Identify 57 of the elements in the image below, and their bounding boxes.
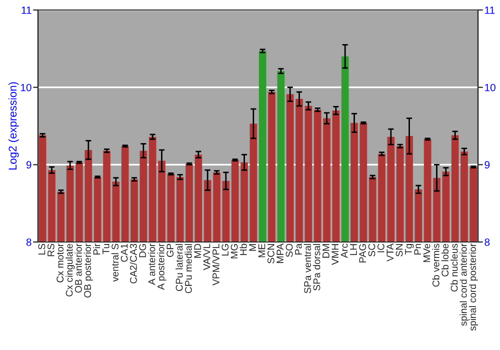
x-tick-label: MD (194, 244, 201, 258)
x-tick-label: Arc (340, 244, 348, 258)
x-tick-label: MG (230, 244, 238, 258)
y2-tick-label: 11 (485, 6, 495, 14)
y-tick-label: 10 (20, 84, 32, 92)
x-tick-label: Pa (295, 243, 302, 254)
x-tick-label: Tg (405, 244, 414, 255)
x-tick-label: Pn (414, 244, 421, 254)
x-tick-label: SPa ventral (304, 244, 312, 294)
x-tick-label: PAG (359, 244, 366, 262)
x-tick-label: Cb vermis (432, 244, 440, 287)
x-tick-label: Cx motor (56, 244, 64, 282)
x-tick-label: Hb (240, 244, 247, 256)
x-tick-label: A anterior (148, 244, 156, 285)
x-tick-label: Cx cingulate (66, 244, 75, 296)
x-tick-label: OB anterior (74, 244, 82, 293)
x-tick-label: ME (258, 244, 266, 258)
x-tick-label: CA1 (120, 244, 128, 262)
x-tick-label: DG (139, 244, 146, 258)
x-tick-label: MVe (423, 244, 430, 262)
y-tick-label: 8 (26, 238, 32, 246)
x-tick-label: SN (396, 244, 403, 256)
x-tick-label: CA2/CA3 (130, 244, 137, 284)
y2-tick-label: 8 (484, 238, 490, 246)
y-tick-label: 11 (22, 6, 32, 14)
x-tick-label: SC (368, 244, 376, 256)
x-tick-label: VA/VL (203, 244, 210, 270)
x-tick-label: LS (38, 244, 46, 254)
x-tick-label: Tu (102, 244, 110, 254)
x-tick-label: RS (47, 244, 54, 256)
x-tick-label: MPA (276, 243, 284, 263)
x-tick-label: M (249, 244, 256, 251)
x-tick-label: CPu lateral (176, 244, 183, 291)
x-tick-label: LG (222, 244, 229, 256)
x-tick-label: OB posterior (84, 244, 93, 298)
x-tick-label: VMH (332, 244, 338, 265)
x-tick-label: Cb lobe (441, 244, 449, 276)
x-tick-label: Cb nucleus (450, 244, 458, 292)
x-tick-label: IC (377, 244, 384, 252)
y-axis-title: Log2 (expression) (8, 82, 19, 170)
x-tick-label: SPa dorsal (313, 244, 320, 290)
x-tick-label: ventral S (111, 244, 119, 282)
x-tick-label: DM (322, 244, 330, 258)
x-tick-label: SCN (267, 244, 274, 264)
y2-tick-label: 9 (484, 161, 490, 169)
x-tick-label: A posterior (157, 244, 166, 290)
y2-tick-label: 10 (485, 84, 496, 92)
y-tick-label: 9 (26, 161, 32, 169)
x-tick-label: spinal cord anterior (460, 244, 469, 326)
x-tick-label: SO (286, 244, 293, 257)
x-tick-label: CPu medial (184, 244, 192, 294)
x-tick-label: VPM/VPL (212, 244, 220, 286)
x-tick-label: Pir (93, 244, 100, 254)
x-tick-label: LH (350, 244, 357, 256)
x-tick-label: VTA (386, 243, 394, 262)
x-tick-label: GP (166, 244, 174, 257)
x-tick-label: spinal cord posterior (468, 244, 478, 331)
